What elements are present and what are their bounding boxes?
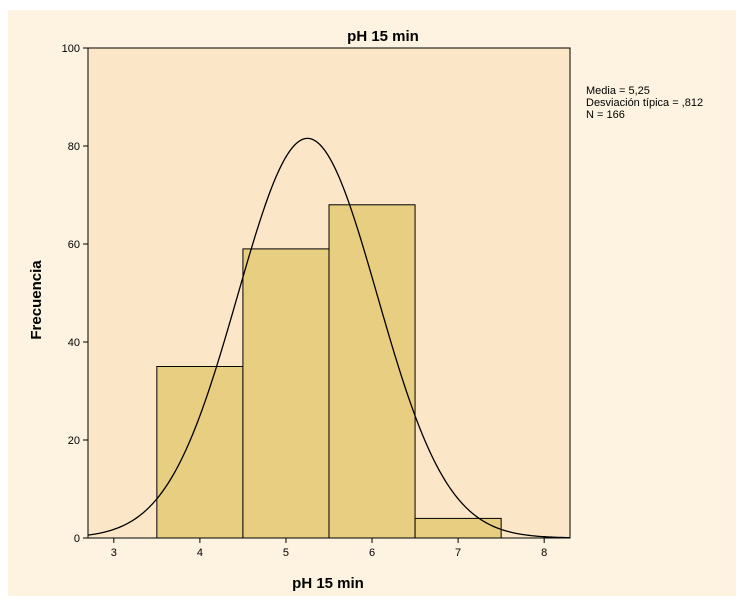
y-ticks-layer: 0 20 40 60 80 100 xyxy=(62,43,88,545)
y-tick-label: 0 xyxy=(74,533,80,545)
stats-mean: Media = 5,25 xyxy=(586,85,650,97)
bars-layer xyxy=(156,204,502,539)
y-tick-label: 100 xyxy=(62,43,80,55)
stats-sd: Desviación típica = ,812 xyxy=(586,97,704,109)
stats-n: N = 166 xyxy=(586,109,625,121)
x-tick-label: 8 xyxy=(541,547,547,559)
x-tick-label: 3 xyxy=(111,547,117,559)
x-tick-label: 6 xyxy=(369,547,375,559)
y-tick-label: 60 xyxy=(68,239,80,251)
histogram-bar-4 xyxy=(414,517,502,539)
y-tick-label: 20 xyxy=(68,435,80,447)
x-tick-label: 7 xyxy=(455,547,461,559)
histogram-bar-2 xyxy=(242,248,330,539)
histogram-bar-3 xyxy=(328,204,416,539)
y-axis-label: Frecuencia xyxy=(28,260,45,340)
histogram-bar-1 xyxy=(156,366,244,539)
x-axis-label: pH 15 min xyxy=(292,575,364,592)
x-ticks-layer: 3 4 5 6 7 8 xyxy=(111,538,547,559)
normal-curve xyxy=(87,137,571,539)
x-tick-label: 5 xyxy=(283,547,289,559)
y-tick-label: 80 xyxy=(68,141,80,153)
x-tick-label: 4 xyxy=(197,547,203,559)
y-tick-label: 40 xyxy=(68,337,80,349)
chart-title: pH 15 min xyxy=(347,28,419,45)
stats-box: Media = 5,25 Desviación típica = ,812 N … xyxy=(586,85,703,121)
